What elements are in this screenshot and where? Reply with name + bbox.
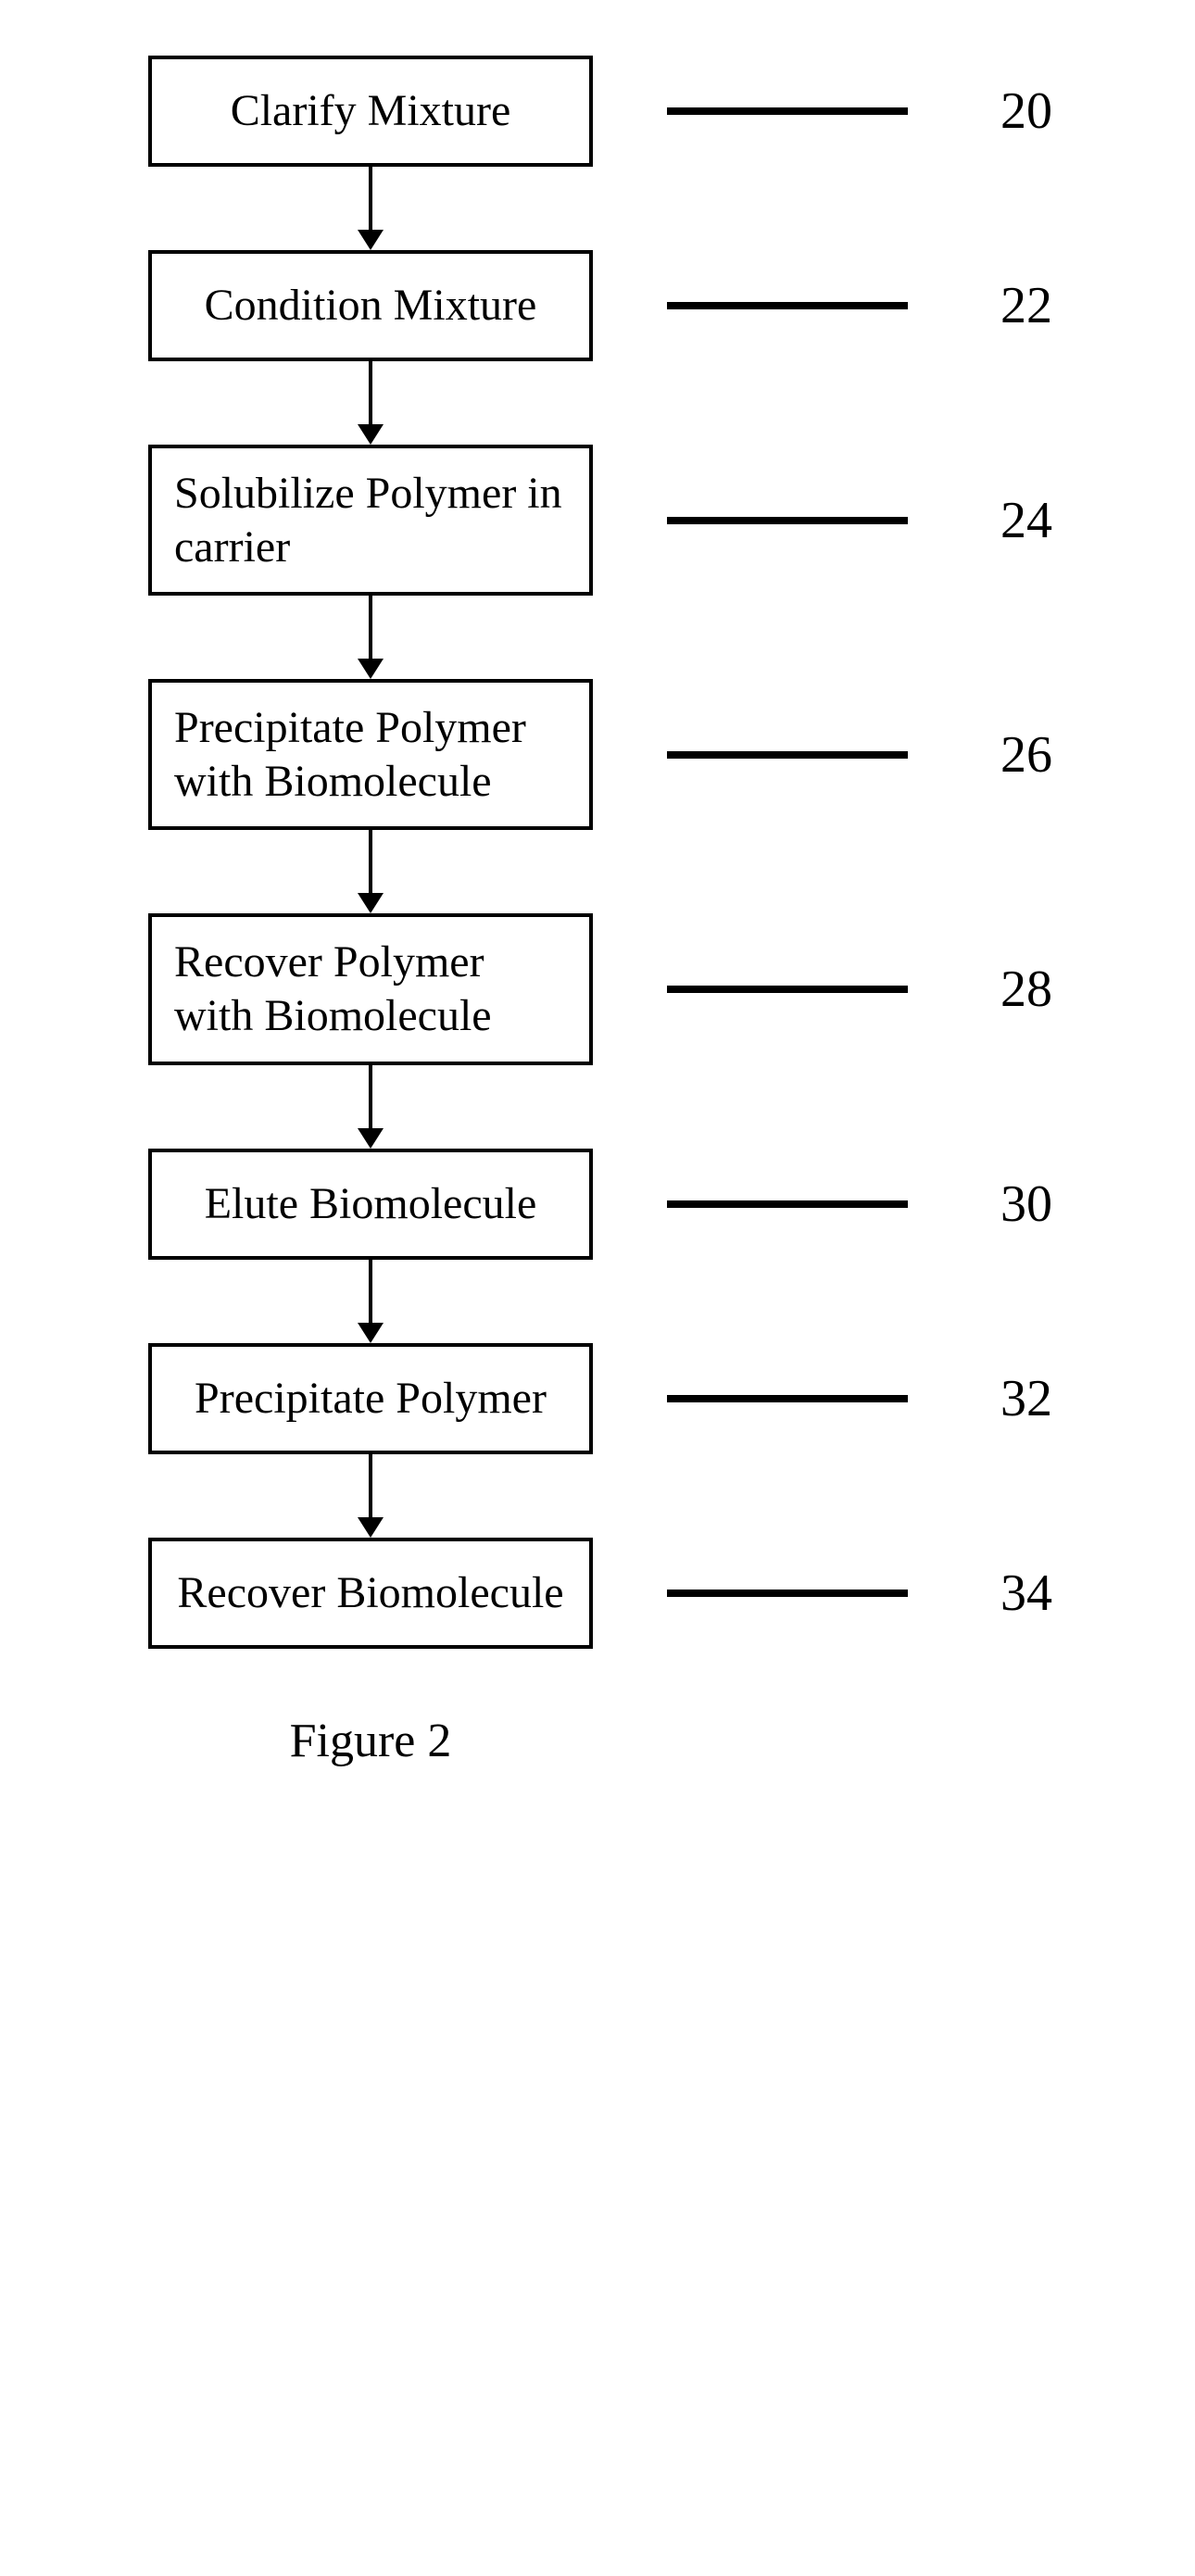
flowchart-step: Condition Mixture 22	[148, 250, 1075, 361]
connector-line	[667, 986, 908, 993]
step-box: Recover Polymer with Biomolecule	[148, 913, 593, 1064]
step-label: Precipitate Polymer with Biomolecule	[174, 701, 567, 808]
arrow	[148, 830, 593, 913]
step-label: Recover Biomolecule	[177, 1566, 563, 1620]
step-box: Elute Biomolecule	[148, 1149, 593, 1260]
step-box: Condition Mixture	[148, 250, 593, 361]
step-number: 22	[1000, 276, 1075, 335]
arrow	[148, 167, 593, 250]
step-number: 30	[1000, 1175, 1075, 1234]
step-number: 32	[1000, 1369, 1075, 1428]
connector-line	[667, 1395, 908, 1402]
flowchart-step: Clarify Mixture 20	[148, 56, 1075, 167]
step-label: Solubilize Polymer in carrier	[174, 467, 567, 573]
step-box: Precipitate Polymer	[148, 1343, 593, 1454]
flowchart-step: Precipitate Polymer 32	[148, 1343, 1075, 1454]
arrow-down-icon	[358, 893, 384, 913]
step-number: 26	[1000, 725, 1075, 785]
connector-line	[667, 1590, 908, 1597]
connector-line	[667, 302, 908, 309]
arrow-down-icon	[358, 424, 384, 445]
arrow-down-icon	[358, 1517, 384, 1538]
arrow	[148, 1065, 593, 1149]
step-label: Condition Mixture	[205, 279, 537, 333]
arrow	[148, 1454, 593, 1538]
arrow-down-icon	[358, 1128, 384, 1149]
step-box: Precipitate Polymer with Biomolecule	[148, 679, 593, 830]
connector-line	[667, 1200, 908, 1208]
connector-line	[667, 107, 908, 115]
flowchart-step: Recover Polymer with Biomolecule 28	[148, 913, 1075, 1064]
step-box: Clarify Mixture	[148, 56, 593, 167]
step-box: Recover Biomolecule	[148, 1538, 593, 1649]
arrow-down-icon	[358, 230, 384, 250]
arrow	[148, 1260, 593, 1343]
step-number: 34	[1000, 1564, 1075, 1623]
figure-caption: Figure 2	[148, 1714, 593, 1768]
flowchart-step: Solubilize Polymer in carrier 24	[148, 445, 1075, 596]
arrow-down-icon	[358, 1323, 384, 1343]
step-label: Clarify Mixture	[231, 84, 511, 138]
step-number: 28	[1000, 960, 1075, 1019]
step-box: Solubilize Polymer in carrier	[148, 445, 593, 596]
arrow-down-icon	[358, 659, 384, 679]
figure-caption-wrapper: Figure 2	[148, 1714, 593, 1768]
flowchart-container: Clarify Mixture 20 Condition Mixture 22 …	[148, 56, 1158, 1649]
flowchart-step: Recover Biomolecule 34	[148, 1538, 1075, 1649]
flowchart-step: Precipitate Polymer with Biomolecule 26	[148, 679, 1075, 830]
step-label: Elute Biomolecule	[205, 1177, 537, 1231]
step-label: Recover Polymer with Biomolecule	[174, 936, 567, 1042]
step-number: 20	[1000, 82, 1075, 141]
connector-line	[667, 751, 908, 759]
step-number: 24	[1000, 491, 1075, 550]
step-label: Precipitate Polymer	[195, 1372, 547, 1426]
arrow	[148, 361, 593, 445]
flowchart-step: Elute Biomolecule 30	[148, 1149, 1075, 1260]
connector-line	[667, 517, 908, 524]
arrow	[148, 596, 593, 679]
